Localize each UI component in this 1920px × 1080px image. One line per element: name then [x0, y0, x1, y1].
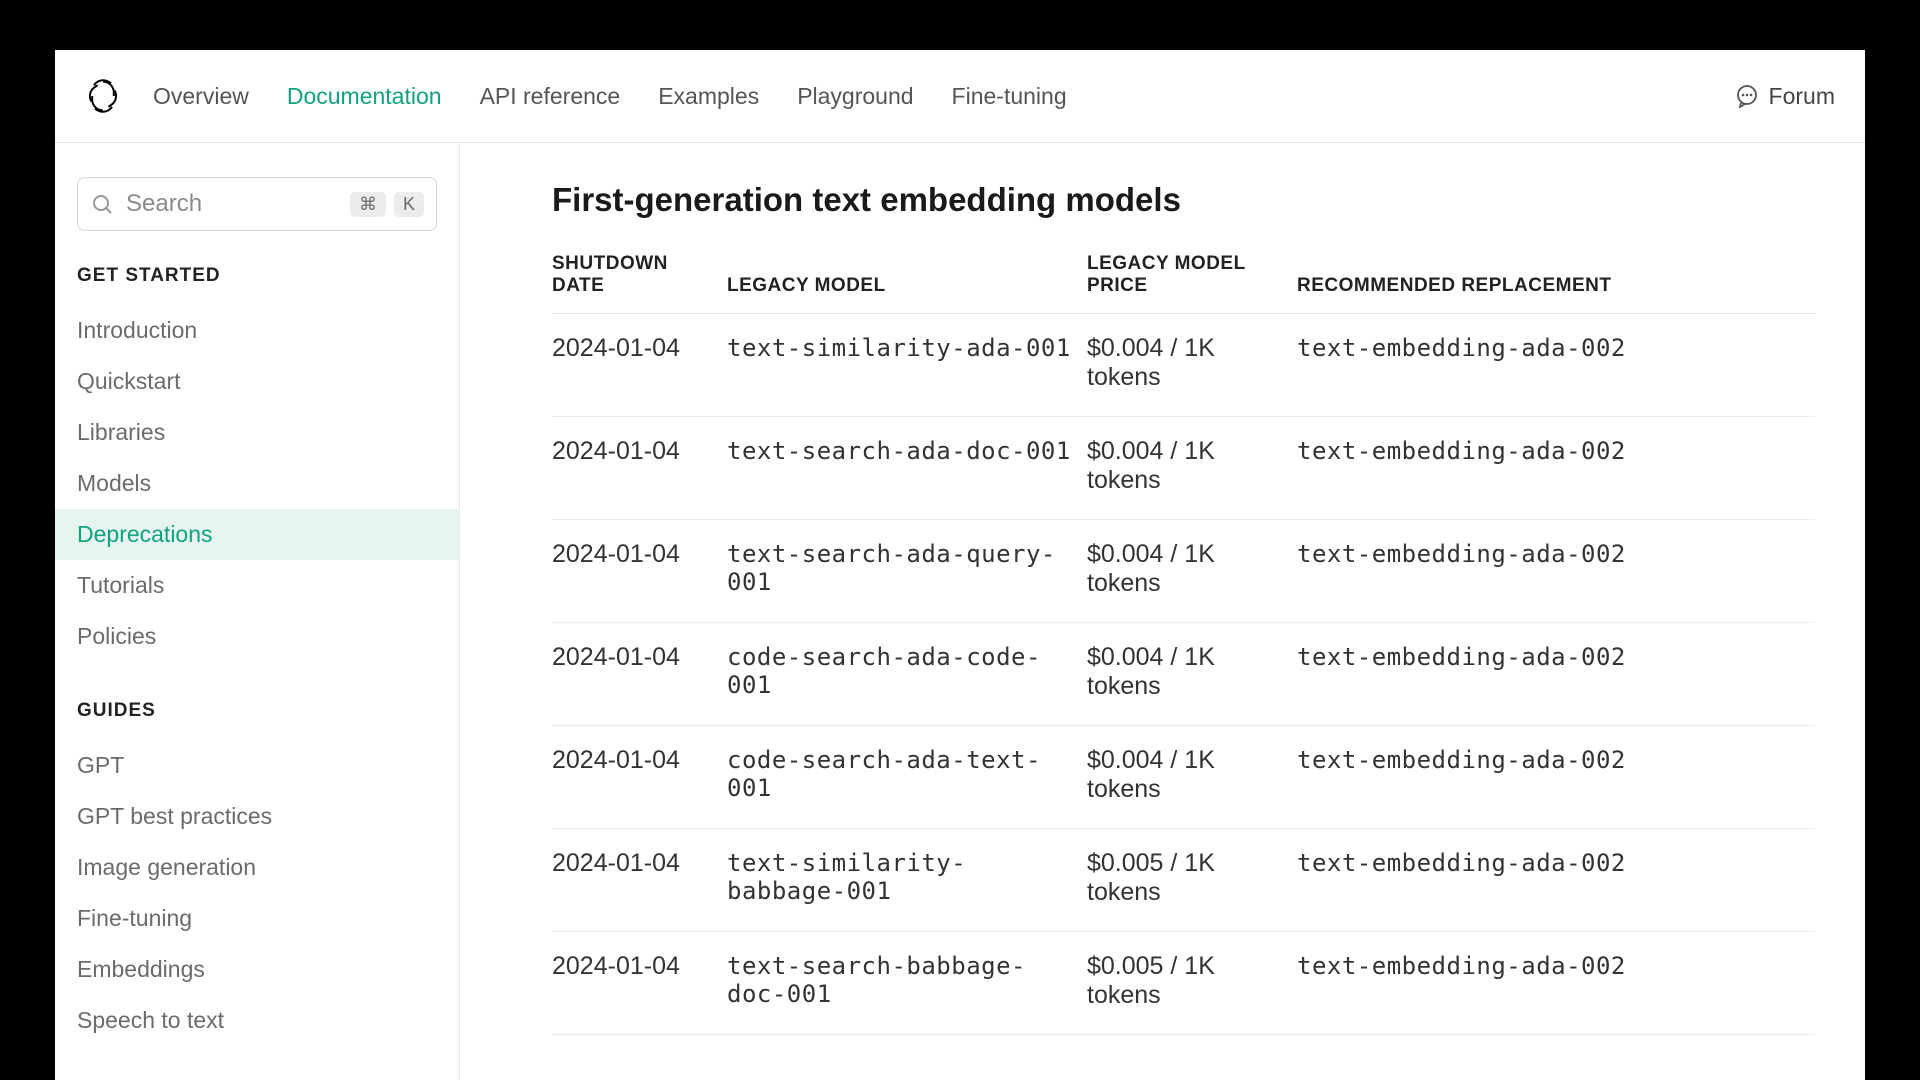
sidebar-item-gpt-best-practices[interactable]: GPT best practices — [55, 791, 459, 842]
table-cell: 2024-01-04 — [552, 520, 727, 623]
table-cell: text-embedding-ada-002 — [1297, 829, 1815, 932]
table-cell: 2024-01-04 — [552, 314, 727, 417]
table-cell: text-search-babbage-doc-001 — [727, 932, 1087, 1035]
table-cell: $0.005 / 1K tokens — [1087, 932, 1297, 1035]
body: Search ⌘ K GET STARTED IntroductionQuicks… — [55, 143, 1865, 1080]
sidebar-item-introduction[interactable]: Introduction — [55, 305, 459, 356]
search-shortcut: ⌘ K — [350, 192, 424, 217]
table-cell: text-embedding-ada-002 — [1297, 932, 1815, 1035]
table-cell: $0.004 / 1K tokens — [1087, 726, 1297, 829]
table-cell: text-embedding-ada-002 — [1297, 520, 1815, 623]
sidebar-item-libraries[interactable]: Libraries — [55, 407, 459, 458]
sidebar-item-fine-tuning[interactable]: Fine-tuning — [55, 893, 459, 944]
nav-item-fine-tuning[interactable]: Fine-tuning — [952, 83, 1067, 110]
main-content: First-generation text embedding models S… — [460, 143, 1865, 1080]
sidebar-item-models[interactable]: Models — [55, 458, 459, 509]
page-title: First-generation text embedding models — [552, 181, 1815, 219]
search-placeholder: Search — [126, 190, 338, 218]
forum-icon — [1735, 84, 1759, 108]
forum-link[interactable]: Forum — [1735, 83, 1835, 110]
table-cell: text-similarity-babbage-001 — [727, 829, 1087, 932]
openai-logo-icon[interactable] — [85, 78, 121, 114]
table-cell: 2024-01-04 — [552, 932, 727, 1035]
table-row: 2024-01-04text-search-ada-doc-001$0.004 … — [552, 417, 1815, 520]
table-row: 2024-01-04text-similarity-babbage-001$0.… — [552, 829, 1815, 932]
sidebar-item-speech-to-text[interactable]: Speech to text — [55, 995, 459, 1046]
table-cell: text-search-ada-doc-001 — [727, 417, 1087, 520]
table-cell: text-embedding-ada-002 — [1297, 417, 1815, 520]
topbar: Overview Documentation API reference Exampl… — [55, 50, 1865, 143]
sidebar-item-embeddings[interactable]: Embeddings — [55, 944, 459, 995]
table-header: LEGACY MODEL — [727, 253, 1087, 314]
table-cell: 2024-01-04 — [552, 623, 727, 726]
table-cell: 2024-01-04 — [552, 726, 727, 829]
table-row: 2024-01-04code-search-ada-text-001$0.004… — [552, 726, 1815, 829]
table-row: 2024-01-04code-search-ada-code-001$0.004… — [552, 623, 1815, 726]
nav-item-examples[interactable]: Examples — [658, 83, 759, 110]
table-header: LEGACY MODEL PRICE — [1087, 253, 1297, 314]
table-header: SHUTDOWN DATE — [552, 253, 727, 314]
table-cell: text-embedding-ada-002 — [1297, 726, 1815, 829]
nav-item-api-reference[interactable]: API reference — [480, 83, 621, 110]
table-cell: 2024-01-04 — [552, 417, 727, 520]
sidebar-item-image-generation[interactable]: Image generation — [55, 842, 459, 893]
table-header: RECOMMENDED REPLACEMENT — [1297, 253, 1815, 314]
sidebar-item-policies[interactable]: Policies — [55, 611, 459, 662]
sidebar-item-tutorials[interactable]: Tutorials — [55, 560, 459, 611]
table-row: 2024-01-04text-search-babbage-doc-001$0.… — [552, 932, 1815, 1035]
nav-item-playground[interactable]: Playground — [797, 83, 913, 110]
table-cell: code-search-ada-text-001 — [727, 726, 1087, 829]
kbd-mod: ⌘ — [350, 192, 386, 217]
sidebar-item-gpt[interactable]: GPT — [55, 740, 459, 791]
search-input[interactable]: Search ⌘ K — [77, 177, 437, 231]
sidebar-item-deprecations[interactable]: Deprecations — [55, 509, 459, 560]
kbd-key: K — [394, 192, 424, 217]
top-nav: Overview Documentation API reference Exampl… — [153, 83, 1735, 110]
forum-label: Forum — [1769, 83, 1835, 110]
table-cell: $0.004 / 1K tokens — [1087, 417, 1297, 520]
search-icon — [90, 192, 114, 216]
table-row: 2024-01-04text-search-ada-query-001$0.00… — [552, 520, 1815, 623]
sidebar-section-label: GUIDES — [55, 700, 459, 722]
table-cell: text-search-ada-query-001 — [727, 520, 1087, 623]
table-cell: text-embedding-ada-002 — [1297, 623, 1815, 726]
table-cell: $0.004 / 1K tokens — [1087, 314, 1297, 417]
nav-item-documentation[interactable]: Documentation — [287, 83, 442, 110]
table-cell: $0.005 / 1K tokens — [1087, 829, 1297, 932]
nav-item-overview[interactable]: Overview — [153, 83, 249, 110]
table-cell: code-search-ada-code-001 — [727, 623, 1087, 726]
table-cell: $0.004 / 1K tokens — [1087, 520, 1297, 623]
table-cell: text-similarity-ada-001 — [727, 314, 1087, 417]
table-cell: text-embedding-ada-002 — [1297, 314, 1815, 417]
table-cell: $0.004 / 1K tokens — [1087, 623, 1297, 726]
deprecations-table: SHUTDOWN DATELEGACY MODELLEGACY MODEL PR… — [552, 253, 1815, 1035]
app-frame: Overview Documentation API reference Exampl… — [55, 50, 1865, 1080]
sidebar-item-quickstart[interactable]: Quickstart — [55, 356, 459, 407]
sidebar: Search ⌘ K GET STARTED IntroductionQuicks… — [55, 143, 460, 1080]
sidebar-section-label: GET STARTED — [55, 265, 459, 287]
table-row: 2024-01-04text-similarity-ada-001$0.004 … — [552, 314, 1815, 417]
table-cell: 2024-01-04 — [552, 829, 727, 932]
